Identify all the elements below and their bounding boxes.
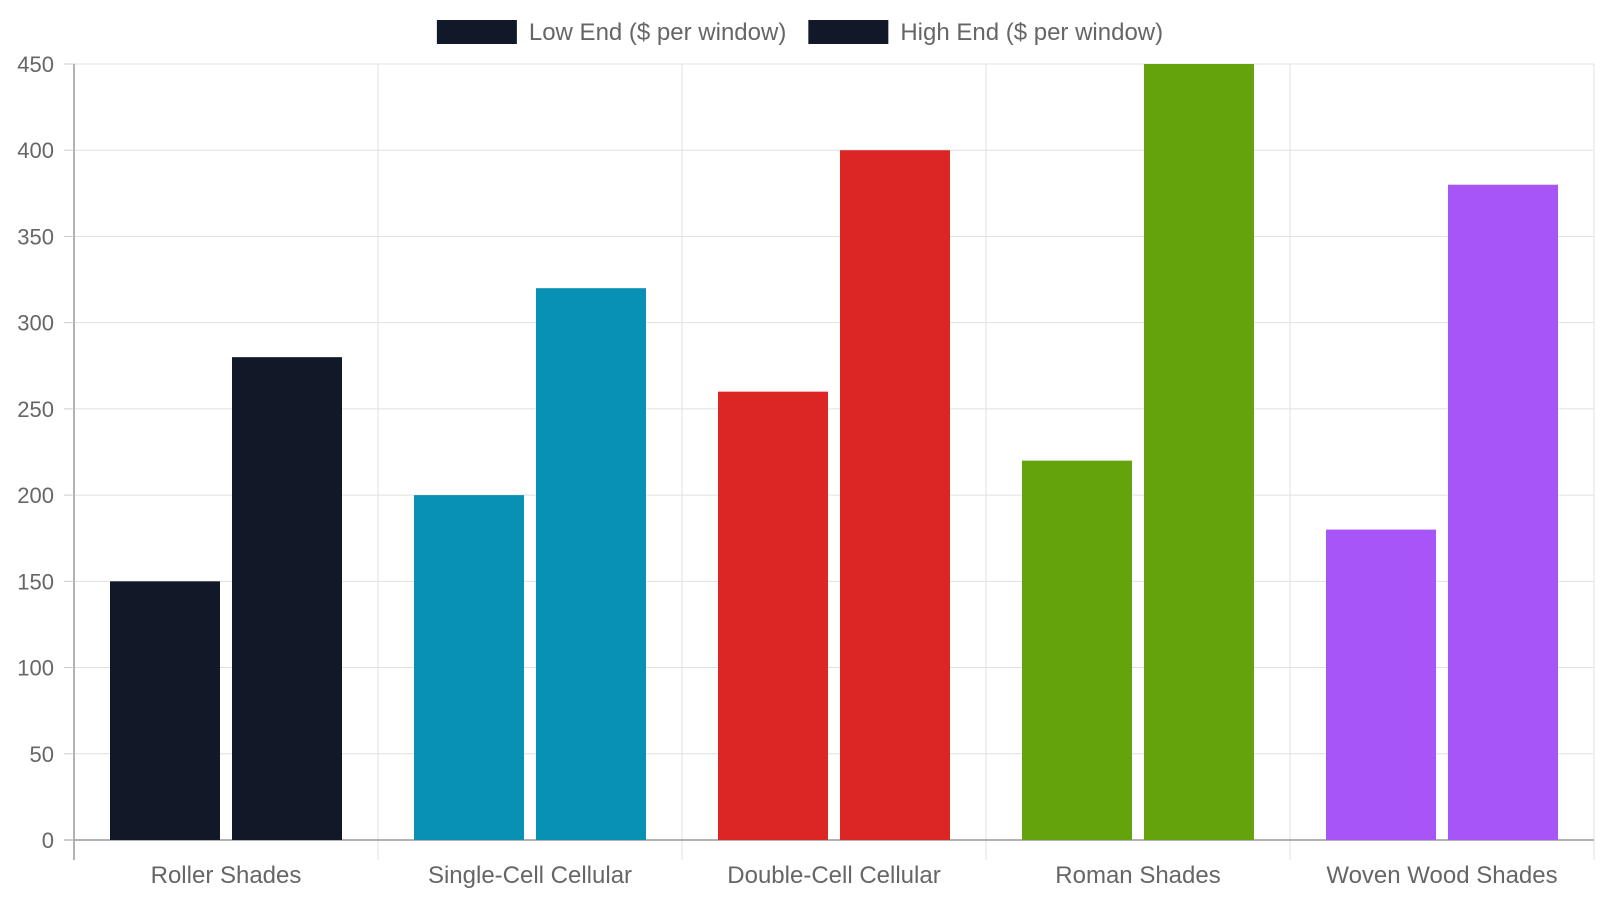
- legend-label[interactable]: High End ($ per window): [900, 19, 1163, 46]
- bar-high-end: [536, 288, 646, 841]
- x-tick-label: Single-Cell Cellular: [428, 862, 632, 889]
- bar-high-end: [1144, 64, 1254, 840]
- bar-low-end: [1326, 529, 1436, 840]
- y-tick-label: 250: [17, 397, 54, 422]
- x-tick-label: Woven Wood Shades: [1326, 862, 1557, 889]
- x-tick-label: Double-Cell Cellular: [727, 862, 940, 889]
- legend-label[interactable]: Low End ($ per window): [529, 19, 786, 46]
- x-tick-label: Roller Shades: [151, 862, 302, 889]
- legend-swatch: [808, 20, 889, 44]
- x-tick-label: Roman Shades: [1055, 862, 1220, 889]
- bar-high-end: [1448, 184, 1558, 840]
- bar-low-end: [1022, 460, 1132, 840]
- bar-high-end: [840, 150, 950, 840]
- y-tick-label: 100: [17, 656, 54, 681]
- bar-high-end: [232, 357, 342, 840]
- y-tick-label: 50: [30, 742, 54, 767]
- y-tick-label: 350: [17, 224, 54, 249]
- y-tick-label: 200: [17, 483, 54, 508]
- bar-low-end: [110, 581, 220, 840]
- bar-low-end: [718, 391, 828, 840]
- y-tick-label: 300: [17, 311, 54, 336]
- y-tick-label: 400: [17, 138, 54, 163]
- y-tick-label: 0: [42, 828, 54, 853]
- legend-swatch: [436, 20, 517, 44]
- bar-low-end: [414, 495, 524, 840]
- y-tick-label: 150: [17, 569, 54, 594]
- y-tick-label: 450: [17, 52, 54, 77]
